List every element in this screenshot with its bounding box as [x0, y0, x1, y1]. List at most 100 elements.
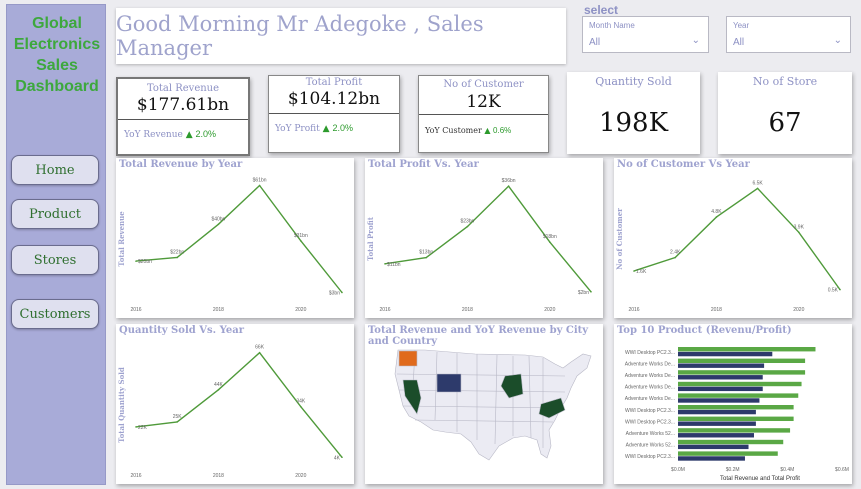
data-label: 66K: [255, 345, 265, 351]
map-region-missouri: [500, 373, 524, 399]
dashboard-title-line: Dashboard: [15, 78, 99, 95]
kpi-value: 12K: [466, 92, 501, 112]
y-axis-label: Total Profit: [366, 216, 375, 261]
kpi-yoy-label: YoY Revenue: [124, 130, 183, 140]
nav-product-button[interactable]: Product: [11, 199, 99, 229]
data-point: [425, 256, 427, 259]
category-label: Adventure Works De...: [625, 361, 675, 367]
kpi-value: 67: [768, 108, 802, 138]
nav-home-button[interactable]: Home: [11, 155, 99, 185]
category-label: WWI Desktop PC2.3...: [625, 419, 675, 425]
bar-profit: [678, 375, 763, 380]
x-tick-label: 2018: [213, 473, 224, 479]
data-point: [507, 185, 510, 188]
data-point: [674, 256, 676, 259]
chart-title: Total Profit Vs. Year: [368, 159, 479, 170]
data-point: [590, 290, 592, 293]
data-point: [384, 263, 386, 265]
arrow-up-icon: ▲: [322, 124, 330, 134]
data-label: $61bn: [253, 178, 267, 184]
data-point: [756, 187, 759, 190]
year-filter-dropdown[interactable]: Year All ⌄: [726, 16, 851, 53]
arrow-up-icon: ▲: [484, 126, 491, 135]
y-axis-label: No of Customer: [615, 208, 624, 270]
kpi-no-of-store: No of Store 67: [718, 72, 852, 154]
data-label: $22bn: [170, 249, 184, 255]
kpi-yoy: YoY Profit ▲ 2.0%: [275, 123, 353, 134]
bar-profit: [678, 363, 765, 368]
series-line: [135, 184, 343, 293]
category-label: Adventure Works De...: [625, 373, 675, 379]
data-label: 3.9K: [794, 224, 805, 230]
nav-customers-button[interactable]: Customers: [11, 299, 99, 329]
kpi-yoy: YoY Customer ▲ 0.6%: [425, 126, 511, 135]
chart-title: Total Revenue by Year: [119, 159, 243, 170]
category-label: Adventure Works De...: [625, 385, 675, 391]
x-tick-label: $0.2M: [726, 467, 740, 473]
series-line: [135, 351, 343, 458]
filter-label: select: [584, 3, 619, 17]
bar-revenue: [678, 347, 816, 352]
data-point: [217, 223, 220, 226]
data-label: 0.5K: [828, 288, 839, 294]
data-label: 1.6K: [636, 269, 647, 275]
kpi-yoy-value: 2.0%: [195, 129, 216, 139]
map-region-washington: [398, 350, 418, 367]
chevron-down-icon: ⌄: [833, 35, 842, 46]
chart-title: Top 10 Product (Revenu/Profit): [617, 325, 792, 336]
x-tick-label: 2018: [462, 307, 473, 313]
category-label: WWI Desktop PC2.3...: [625, 350, 675, 356]
kpi-title: Total Revenue: [146, 83, 220, 94]
chevron-down-icon: ⌄: [691, 35, 700, 46]
bar-revenue: [678, 393, 799, 398]
bar-profit: [678, 433, 754, 438]
data-point: [549, 241, 551, 243]
data-point: [135, 426, 137, 428]
kpi-value: $177.61bn: [136, 95, 230, 115]
kpi-title: Total Profit: [305, 77, 363, 88]
kpi-value: 198K: [598, 108, 669, 138]
kpi-yoy-value: 0.6%: [493, 126, 512, 135]
data-point: [176, 421, 178, 423]
nav-stores-button[interactable]: Stores: [11, 245, 99, 275]
kpi-divider: [419, 114, 548, 115]
bar-profit: [678, 398, 760, 403]
data-label: 6.5K: [752, 180, 763, 186]
x-tick-label: 2020: [295, 307, 306, 313]
data-point: [341, 456, 343, 459]
data-point: [466, 225, 469, 228]
bar-profit: [678, 444, 749, 450]
data-label: $40bn: [211, 216, 225, 222]
kpi-quantity-sold: Quantity Sold 198K: [567, 72, 700, 154]
kpi-yoy-label: YoY Customer: [425, 126, 482, 135]
data-point: [341, 291, 343, 294]
dashboard-title-line: Electronics: [13, 36, 101, 53]
data-label: 2.4K: [670, 250, 681, 256]
data-point: [715, 216, 718, 218]
data-point: [258, 351, 261, 354]
data-point: [300, 405, 302, 408]
kpi-no-of-customer: No of Customer 12K YoY Customer ▲ 0.6%: [418, 75, 549, 153]
kpi-yoy-value: 2.0%: [332, 123, 353, 133]
data-point: [258, 184, 261, 187]
data-label: 34K: [296, 399, 306, 405]
series-line: [384, 185, 592, 293]
data-label: $36bn: [502, 178, 516, 184]
kpi-yoy: YoY Revenue ▲ 2.0%: [124, 129, 216, 140]
dashboard-title-line: Sales: [36, 57, 78, 74]
x-tick-label: 2016: [130, 307, 141, 313]
us-map[interactable]: [365, 324, 603, 484]
dashboard-title: Global Electronics Sales Dashboard: [7, 13, 107, 97]
bar-revenue: [678, 405, 794, 410]
x-tick-label: $0.4M: [780, 467, 794, 473]
dashboard-title-line: Global: [32, 15, 82, 32]
kpi-title: Quantity Sold: [595, 75, 672, 88]
data-point: [798, 231, 800, 234]
kpi-title: No of Customer: [443, 79, 524, 90]
data-label: 44K: [214, 382, 224, 388]
data-label: $23bn: [460, 219, 474, 225]
data-label: $31bn: [294, 233, 308, 239]
x-tick-label: 2020: [295, 473, 306, 479]
month-filter-dropdown[interactable]: Month Name All ⌄: [582, 16, 709, 53]
chart-top10-products: Top 10 Product (Revenu/Profit) WWI Deskt…: [614, 324, 852, 484]
